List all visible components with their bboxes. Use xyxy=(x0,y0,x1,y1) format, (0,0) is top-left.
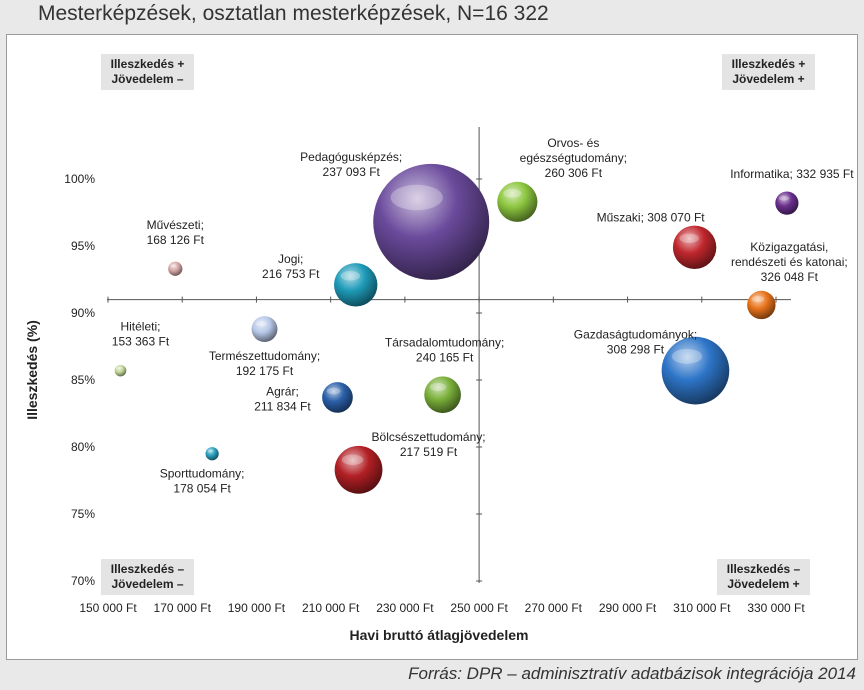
bubble-highlight xyxy=(679,233,699,243)
quadrant-labels: Illeszkedés + Jövedelem – Illeszkedés + Jöv… xyxy=(101,54,815,595)
axis-titles: Havi bruttó átlagjövedelem Illeszkedés (%… xyxy=(24,320,528,643)
source-note: Forrás: DPR – adminisztratív adatbázisok… xyxy=(408,664,856,683)
x-tick-label: 230 000 Ft xyxy=(376,601,434,615)
x-tick-label: 290 000 Ft xyxy=(599,601,657,615)
quadrant-label-text: Illeszkedés + Jövedelem – xyxy=(111,57,185,86)
axis-ticks: 150 000 Ft 170 000 Ft 190 000 Ft 210 000 Ft… xyxy=(64,172,805,615)
x-tick-label: 330 000 Ft xyxy=(747,601,805,615)
bubble-label-gazdasagtudomanyok: Gazdaságtudományok; 308 298 Ft xyxy=(574,328,697,357)
bubble-chart: 150 000 Ft 170 000 Ft 190 000 Ft 210 000 Ft… xyxy=(24,54,854,643)
bubbles xyxy=(114,163,799,494)
bubble-label-kozigazgatasi-rendeszeti-es-katonai: Közigazgatási, rendészeti és katonai; 326 … xyxy=(731,240,848,284)
bubble-highlight xyxy=(207,449,214,453)
bubble-hiteleti xyxy=(114,364,127,377)
y-tick-label: 95% xyxy=(71,239,95,253)
y-tick-label: 75% xyxy=(71,507,95,521)
bubble-label-muveszeti: Művészeti; 168 126 Ft xyxy=(147,218,205,247)
quadrant-label-text: Illeszkedés – Jövedelem + xyxy=(727,562,801,591)
quadrant-label-top-left: Illeszkedés + Jövedelem – xyxy=(101,54,194,90)
x-axis-title: Havi bruttó átlagjövedelem xyxy=(350,627,529,643)
bubble-label-informatika: Informatika; 332 935 Ft xyxy=(730,167,854,181)
quadrant-label-text: Illeszkedés – Jövedelem – xyxy=(111,562,185,591)
quadrant-label-text: Illeszkedés + Jövedelem + xyxy=(732,57,806,86)
x-tick-label: 270 000 Ft xyxy=(525,601,583,615)
bubble-agrar xyxy=(322,382,353,413)
bubble-muszaki xyxy=(672,225,717,270)
bubble-highlight xyxy=(326,387,341,395)
bubble-muveszeti xyxy=(168,261,183,276)
bubble-label-termeszettudomany: Természettudomány; 192 175 Ft xyxy=(209,349,320,378)
x-tick-label: 170 000 Ft xyxy=(154,601,212,615)
x-tick-label: 250 000 Ft xyxy=(450,601,508,615)
bubble-highlight xyxy=(255,320,268,327)
bubble-label-sporttudomany: Sporttudomány; 178 054 Ft xyxy=(160,467,245,496)
bubble-highlight xyxy=(429,383,447,392)
x-tick-label: 150 000 Ft xyxy=(79,601,137,615)
bubble-pedagoguskepzes xyxy=(373,163,490,280)
y-tick-label: 70% xyxy=(71,574,95,588)
quadrant-label-box xyxy=(722,54,815,90)
bubble-tarsadalomtudomany xyxy=(424,376,461,414)
bubble-label-jogi: Jogi; 216 753 Ft xyxy=(262,252,320,281)
bubble-highlight xyxy=(671,348,703,364)
quadrant-label-box xyxy=(101,54,194,90)
y-tick-label: 100% xyxy=(64,172,95,186)
bubble-highlight xyxy=(778,195,790,201)
bubble-termeszettudomany xyxy=(251,316,278,343)
bubble-sporttudomany xyxy=(205,447,219,461)
bubble-label-agrar: Agrár; 211 834 Ft xyxy=(254,384,311,413)
quadrant-label-box xyxy=(717,559,810,595)
y-tick-label: 85% xyxy=(71,373,95,387)
bubble-kozigazgatasi-rendeszeti-es-katonai xyxy=(747,290,776,320)
quadrant-label-bottom-right: Illeszkedés – Jövedelem + xyxy=(717,559,810,595)
bubble-informatika xyxy=(775,191,799,215)
y-tick-label: 80% xyxy=(71,440,95,454)
y-axis-title: Illeszkedés (%) xyxy=(24,320,40,420)
bubble-orvos-es-egeszsegtudomany xyxy=(497,181,538,222)
bubble-label-bolcseszettudomany: Bölcsészettudomány; 217 519 Ft xyxy=(372,430,486,459)
bubble-labels: Pedagógusképzés; 237 093 Ft Orvos- és egész… xyxy=(112,136,854,496)
x-tick-label: 210 000 Ft xyxy=(302,601,360,615)
chart-panel: 150 000 Ft 170 000 Ft 190 000 Ft 210 000 Ft… xyxy=(6,34,858,660)
bubble-bolcseszettudomany xyxy=(334,445,383,494)
quadrant-label-top-right: Illeszkedés + Jövedelem + xyxy=(722,54,815,90)
bubble-label-tarsadalomtudomany: Társadalomtudomány; 240 165 Ft xyxy=(385,336,504,365)
bubble-highlight xyxy=(503,188,522,198)
bubble-label-hiteleti: Hitéleti; 153 363 Ft xyxy=(112,320,170,349)
bubble-highlight xyxy=(116,366,122,370)
quadrant-label-bottom-left: Illeszkedés – Jövedelem – xyxy=(101,559,194,595)
bubble-highlight xyxy=(340,270,361,281)
y-tick-label: 90% xyxy=(71,306,95,320)
bubble-highlight xyxy=(751,295,765,303)
page-title: Mesterképzések, osztatlan mesterképzések… xyxy=(38,2,549,25)
quadrant-label-box xyxy=(101,559,194,595)
x-tick-label: 310 000 Ft xyxy=(673,601,731,615)
bubble-highlight xyxy=(390,184,443,211)
bubble-label-orvos-es-egeszsegtudomany: Orvos- és egészségtudomány; 260 306 Ft xyxy=(520,136,627,180)
x-tick-label: 190 000 Ft xyxy=(228,601,286,615)
bubble-label-muszaki: Műszaki; 308 070 Ft xyxy=(597,210,706,224)
bubble-highlight xyxy=(170,264,177,268)
bubble-label-pedagoguskepzes: Pedagógusképzés; 237 093 Ft xyxy=(300,150,402,179)
bubble-gazdasagtudomanyok xyxy=(661,336,730,405)
bubble-jogi xyxy=(334,263,378,307)
bubble-highlight xyxy=(341,454,364,465)
